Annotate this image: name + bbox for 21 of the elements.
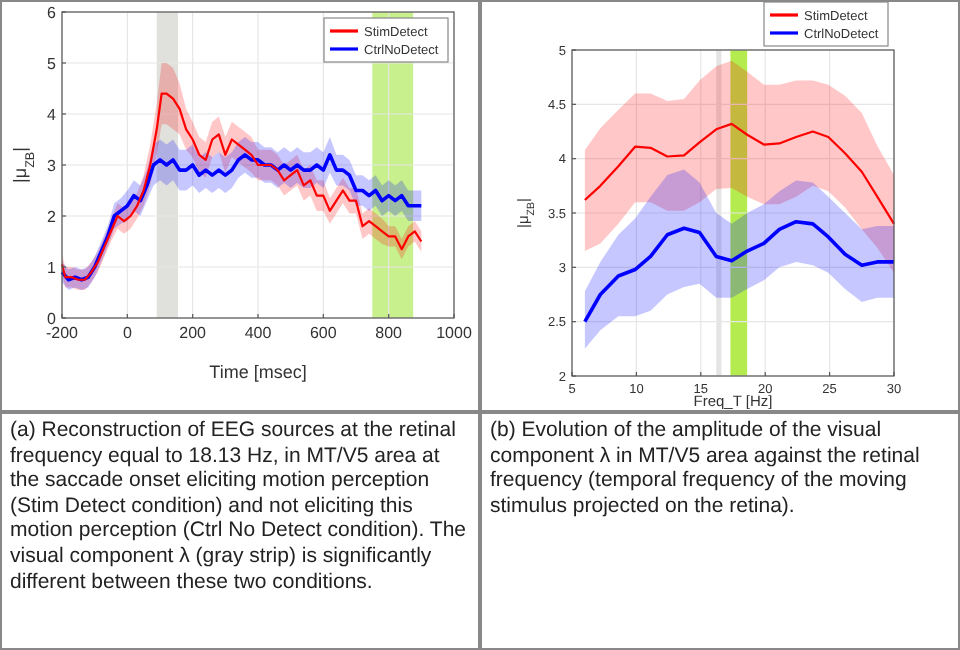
- text: (b) Evolution of the amplitude of the visual component λ in MT/V5 area against the retinal frequency (temporal frequency of the moving stimulus projected on the retina).: [490, 418, 922, 519]
- x-tick-label: 1000: [436, 324, 473, 342]
- line-series: [60, 92, 423, 281]
- y-tick-label: 4: [47, 105, 58, 124]
- x-tick-label: 600: [309, 324, 338, 342]
- y-tick-label: 1: [47, 258, 58, 277]
- x-axis-title: Time [msec]: [209, 362, 307, 382]
- x-tick-label: 200: [179, 324, 208, 342]
- line-series: [583, 219, 896, 324]
- text: (a) Reconstruction of EEG sources at the retinal frequency equal to 18.13 Hz, in MT/V5 area at the saccade onset eliciting motion perception (Stim Detect condition) and not eliciting this motion perception (Ctrl No Detect condition). The visual component λ (gray strip) is significantly different between these two conditions.: [10, 418, 468, 595]
- x-tick-label: 800: [375, 324, 404, 342]
- x-tick-label: 400: [244, 324, 273, 342]
- y-tick-label: 3: [47, 156, 58, 175]
- x-tick-label: -200: [45, 324, 80, 342]
- y-tick-label: 5: [47, 54, 58, 73]
- line-series: [60, 153, 424, 282]
- y-tick-label: 2: [47, 207, 58, 226]
- y-tick-label: 0: [47, 309, 58, 328]
- x-tick-label: 0: [122, 324, 133, 342]
- y-tick-label: 6: [47, 3, 58, 22]
- line-series: [583, 122, 896, 225]
